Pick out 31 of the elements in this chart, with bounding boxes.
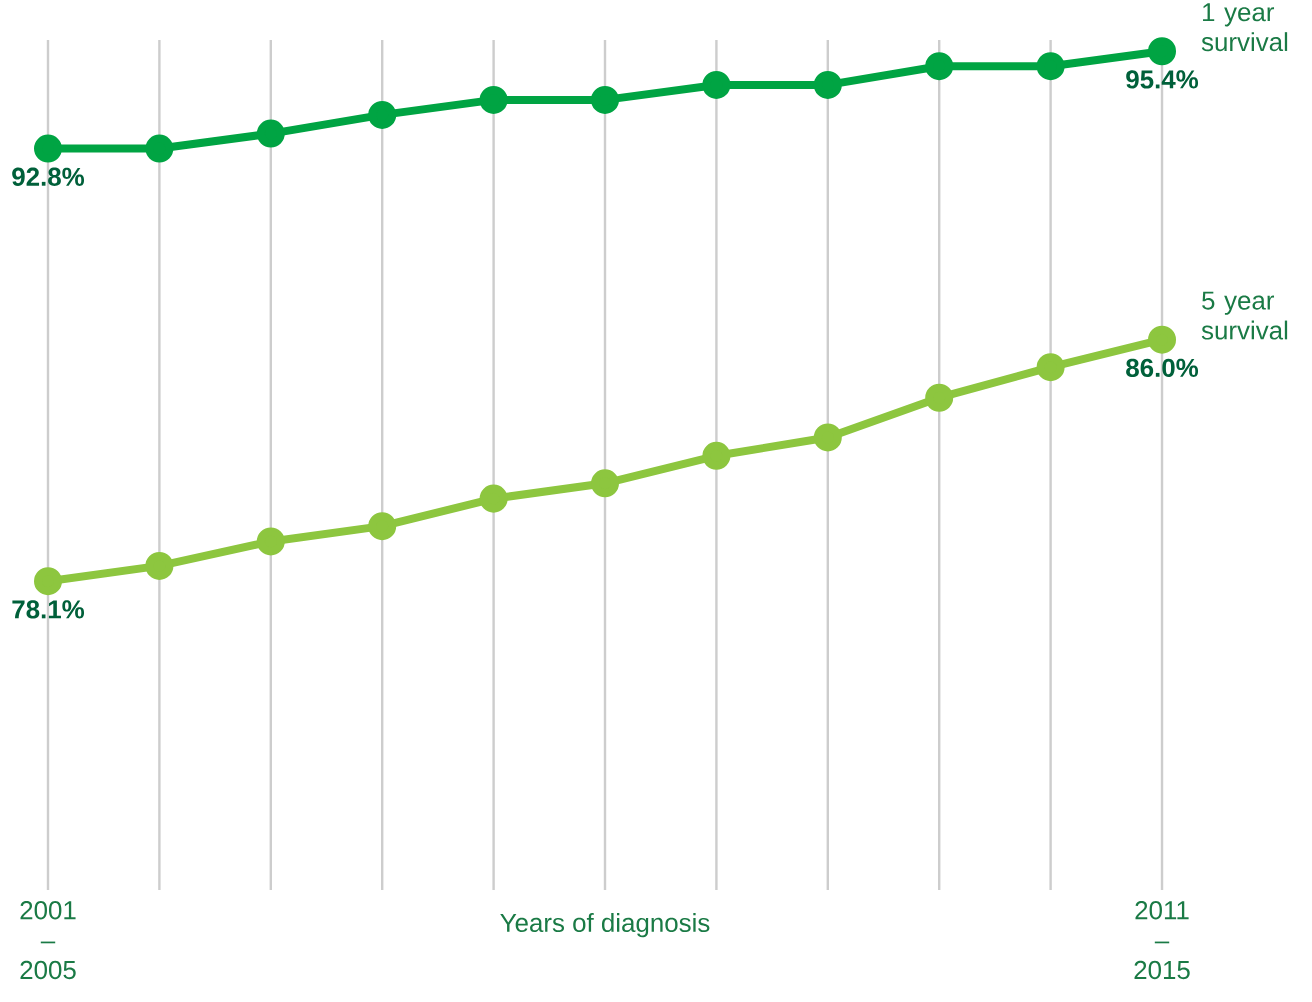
point (1036, 353, 1065, 382)
point (1036, 52, 1065, 81)
point (368, 512, 397, 541)
point (479, 85, 508, 114)
point (813, 70, 842, 99)
data-label: 78.1% (12, 600, 85, 619)
point (34, 134, 62, 163)
point (256, 119, 285, 148)
x-tick-label: 2011 – 2015 (1134, 901, 1190, 980)
point (925, 52, 954, 81)
data-label: 86.0% (1126, 358, 1199, 378)
point (591, 85, 620, 114)
point (1148, 325, 1177, 354)
point (925, 383, 954, 412)
point (368, 100, 397, 129)
point (702, 441, 731, 470)
point (591, 469, 620, 498)
x-axis-title: Years of diagnosis (500, 913, 710, 938)
point (256, 527, 285, 556)
point (145, 551, 174, 580)
data-label: 92.8% (12, 167, 85, 186)
point (34, 567, 62, 596)
point (479, 484, 508, 513)
series-label: 1 year survival (1201, 3, 1288, 52)
point (1148, 37, 1177, 66)
point (813, 423, 842, 452)
point (702, 70, 731, 99)
point (145, 134, 174, 163)
data-label: 95.4% (1126, 70, 1199, 89)
x-tick-label: 2001 – 2005 (20, 901, 76, 980)
series-label: 5 year survival (1201, 291, 1288, 340)
